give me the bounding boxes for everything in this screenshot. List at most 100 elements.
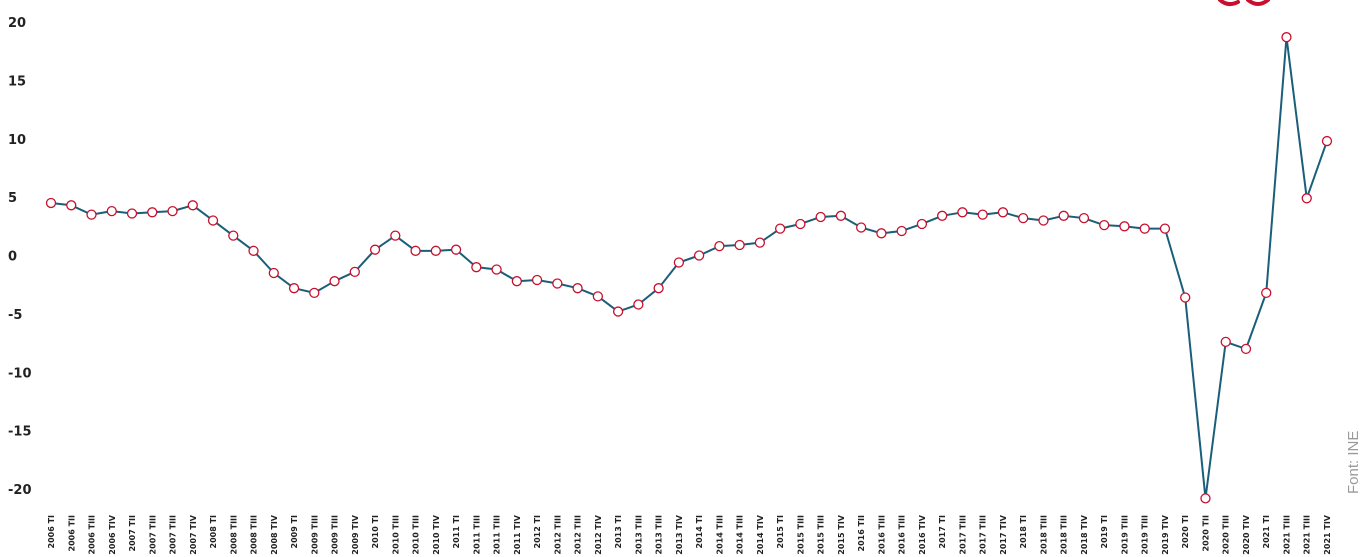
x-tick-label: 2006 TIII xyxy=(88,515,97,554)
data-point xyxy=(1261,287,1272,299)
data-point xyxy=(714,241,725,252)
x-tick-label: 2010 TI xyxy=(371,515,380,549)
data-point xyxy=(167,205,178,217)
x-tick-label: 2018 TIV xyxy=(1080,514,1089,554)
data-point xyxy=(876,228,887,239)
x-tick-label: 2012 TI xyxy=(533,515,542,549)
x-tick-label: 2018 TIII xyxy=(1039,515,1048,554)
y-tick-label: 10 xyxy=(8,133,26,148)
data-point xyxy=(248,245,259,256)
y-tick-label: -5 xyxy=(8,308,22,323)
y-axis-ticks: 20 15 10 5 0 -5 -10 -15 -20 xyxy=(8,16,32,498)
data-point xyxy=(309,287,320,299)
data-point xyxy=(795,218,806,230)
x-tick-label: 2007 TIII xyxy=(148,515,157,554)
x-tick-label: 2018 TIII xyxy=(1060,515,1069,554)
data-point xyxy=(856,222,867,233)
x-tick-label: 2020 TIV xyxy=(1242,514,1251,554)
x-tick-label: 2015 TI xyxy=(776,515,785,549)
x-tick-label: 2021 TIII xyxy=(1282,515,1291,554)
data-point xyxy=(734,239,745,251)
x-tick-label: 2009 TIV xyxy=(351,514,360,554)
x-tick-label: 2007 TIV xyxy=(189,514,198,554)
data-point xyxy=(896,225,907,237)
data-point xyxy=(774,223,786,234)
data-point xyxy=(937,210,948,221)
data-point xyxy=(410,245,421,256)
x-tick-label: 2019 TIV xyxy=(1161,514,1170,554)
x-tick-label: 2014 TI xyxy=(695,515,704,549)
x-tick-label: 2012 TIII xyxy=(553,515,562,554)
y-tick-label: -10 xyxy=(8,366,32,381)
x-tick-label: 2017 TIII xyxy=(958,515,967,554)
data-point xyxy=(531,274,543,286)
x-tick-label: 2011 TIV xyxy=(513,514,522,554)
x-tick-label: 2009 TIII xyxy=(310,515,319,554)
data-point xyxy=(754,237,766,248)
data-point xyxy=(815,211,826,223)
data-point xyxy=(1321,135,1333,147)
data-point xyxy=(228,230,239,241)
x-tick-label: 2006 TIV xyxy=(108,514,117,554)
x-tick-label: 2011 TIII xyxy=(472,515,481,554)
data-point xyxy=(633,299,644,310)
x-tick-label: 2010 TIII xyxy=(391,515,400,554)
data-point xyxy=(268,267,279,279)
y-tick-label: 0 xyxy=(8,250,17,265)
y-tick-label: 15 xyxy=(8,74,26,89)
x-tick-label: 2011 TIII xyxy=(493,515,502,554)
data-point xyxy=(1018,212,1029,224)
x-tick-label: 2018 TI xyxy=(1019,515,1028,549)
y-tick-label: -15 xyxy=(8,425,32,440)
x-tick-label: 2017 TIII xyxy=(979,515,988,554)
data-point xyxy=(1200,493,1211,504)
y-tick-label: 5 xyxy=(8,191,17,206)
x-axis-ticks: 2006 TI 2006 TII 2006 TIII 2006 TIV 2007 TII… xyxy=(47,514,1332,554)
x-tick-label: 2008 TIV xyxy=(270,514,279,554)
x-tick-label: 2014 TIII xyxy=(736,515,745,554)
data-point xyxy=(916,218,928,230)
x-tick-label: 2009 TIII xyxy=(331,515,340,554)
x-tick-label: 2020 TIII xyxy=(1222,515,1231,554)
x-tick-label: 2009 TI xyxy=(290,515,299,549)
data-point xyxy=(1240,343,1252,355)
data-point xyxy=(612,306,624,317)
data-point xyxy=(552,278,563,289)
data-point xyxy=(187,200,198,211)
x-tick-label: 2016 TII xyxy=(857,515,866,551)
x-tick-label: 2006 TI xyxy=(47,515,56,549)
data-point xyxy=(45,197,57,209)
data-point xyxy=(288,283,300,294)
x-tick-label: 2013 TIV xyxy=(675,514,684,554)
x-tick-label: 2016 TIV xyxy=(918,514,927,554)
x-tick-label: 2012 TIV xyxy=(594,514,603,554)
data-point xyxy=(1220,336,1231,348)
data-point xyxy=(1038,215,1049,226)
source-note: Font: INE xyxy=(1345,431,1362,494)
data-point xyxy=(147,207,158,218)
x-tick-label: 2015 TIV xyxy=(837,514,846,554)
x-tick-label: 2021 TIV xyxy=(1323,514,1332,554)
data-point xyxy=(491,264,502,275)
data-point xyxy=(673,257,685,268)
data-point xyxy=(957,207,968,218)
x-tick-label: 2017 TI xyxy=(938,515,947,549)
data-point xyxy=(126,208,138,219)
data-point xyxy=(1119,221,1130,232)
partial-red-logo-icon xyxy=(1218,0,1270,7)
data-point xyxy=(471,262,482,273)
y-tick-label: 20 xyxy=(8,16,26,31)
x-tick-label: 2011 TI xyxy=(452,515,461,549)
data-point xyxy=(592,291,604,302)
x-tick-label: 2013 TIII xyxy=(634,515,643,554)
x-tick-label: 2020 TII xyxy=(1201,515,1210,551)
data-point xyxy=(450,244,462,255)
data-point xyxy=(1099,219,1110,231)
data-point xyxy=(1301,193,1312,204)
x-tick-label: 2019 TI xyxy=(1100,515,1109,549)
x-tick-label: 2019 TIII xyxy=(1141,515,1150,554)
data-point xyxy=(390,230,401,241)
data-point xyxy=(207,215,219,226)
x-tick-label: 2017 TIV xyxy=(999,514,1008,554)
